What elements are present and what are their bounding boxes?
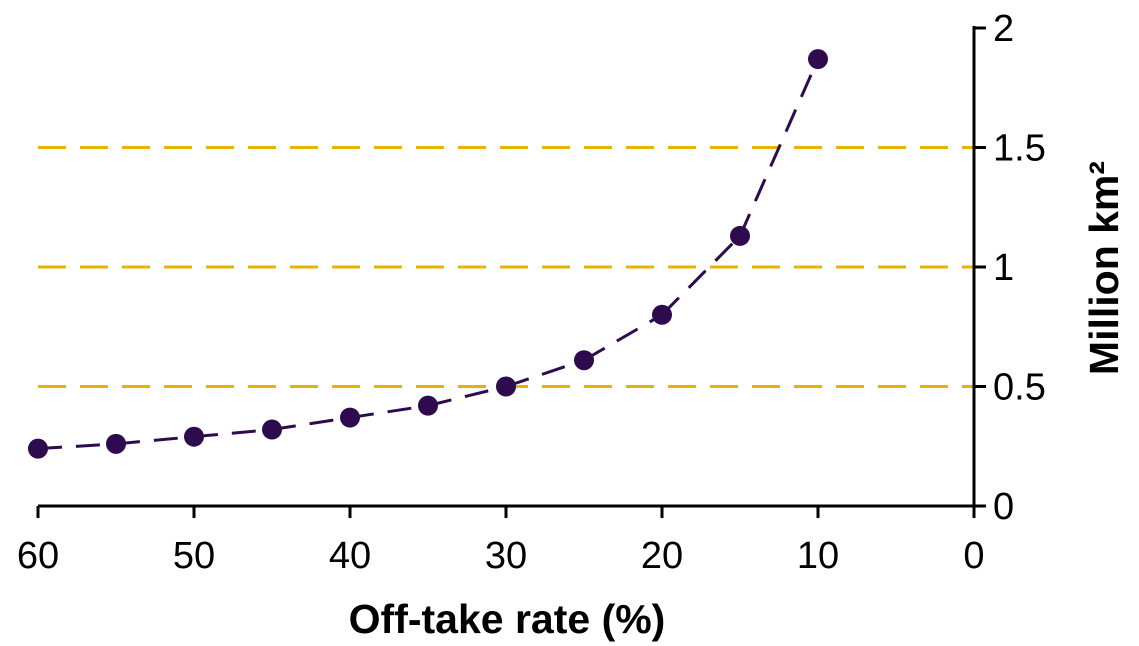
data-point-5 (418, 395, 438, 416)
data-point-4 (340, 407, 360, 428)
x-tick-label-0: 60 (17, 535, 59, 577)
y-tick-label-0: 0 (993, 486, 1014, 528)
y-tick-label-4: 2 (993, 8, 1014, 50)
x-tick-label-5: 10 (797, 535, 839, 577)
data-point-3 (262, 419, 282, 440)
data-point-9 (730, 225, 750, 246)
x-axis-title: Off-take rate (%) (349, 596, 666, 642)
series-segment-7 (583, 313, 663, 362)
x-tick-label-6: 0 (963, 535, 984, 577)
series-segment-6 (505, 358, 585, 388)
x-tick-label-2: 40 (329, 535, 371, 577)
data-point-6 (496, 376, 516, 397)
data-point-0 (28, 438, 48, 459)
reference-lines (38, 146, 974, 388)
x-tick-label-3: 30 (485, 535, 527, 577)
series-points (28, 49, 828, 459)
series-line (37, 58, 820, 451)
x-tick-label-4: 20 (641, 535, 683, 577)
data-point-1 (106, 433, 126, 454)
data-point-10 (808, 49, 828, 70)
y-tick-label-2: 1 (993, 247, 1014, 289)
series-segment-9 (738, 58, 820, 237)
x-tick-labels: 60 50 40 30 20 10 0 (17, 535, 985, 577)
y-tick-label-1: 0.5 (993, 367, 1046, 409)
y-axis-title: Million km² (1081, 161, 1127, 375)
series-segment-4 (349, 404, 429, 420)
data-point-8 (652, 304, 672, 325)
x-tick-label-1: 50 (173, 535, 215, 577)
y-tick-labels: 0 0.5 1 1.5 2 (993, 8, 1046, 528)
series-segment-1 (115, 435, 195, 446)
data-point-2 (184, 426, 204, 447)
series-segment-5 (427, 385, 507, 408)
series-segment-2 (193, 428, 273, 439)
y-tick-label-3: 1.5 (993, 128, 1046, 170)
axes (36, 26, 986, 518)
data-point-7 (574, 350, 594, 371)
series-segment-0 (37, 442, 117, 451)
series-segment-8 (660, 234, 742, 316)
series-segment-3 (271, 416, 351, 432)
